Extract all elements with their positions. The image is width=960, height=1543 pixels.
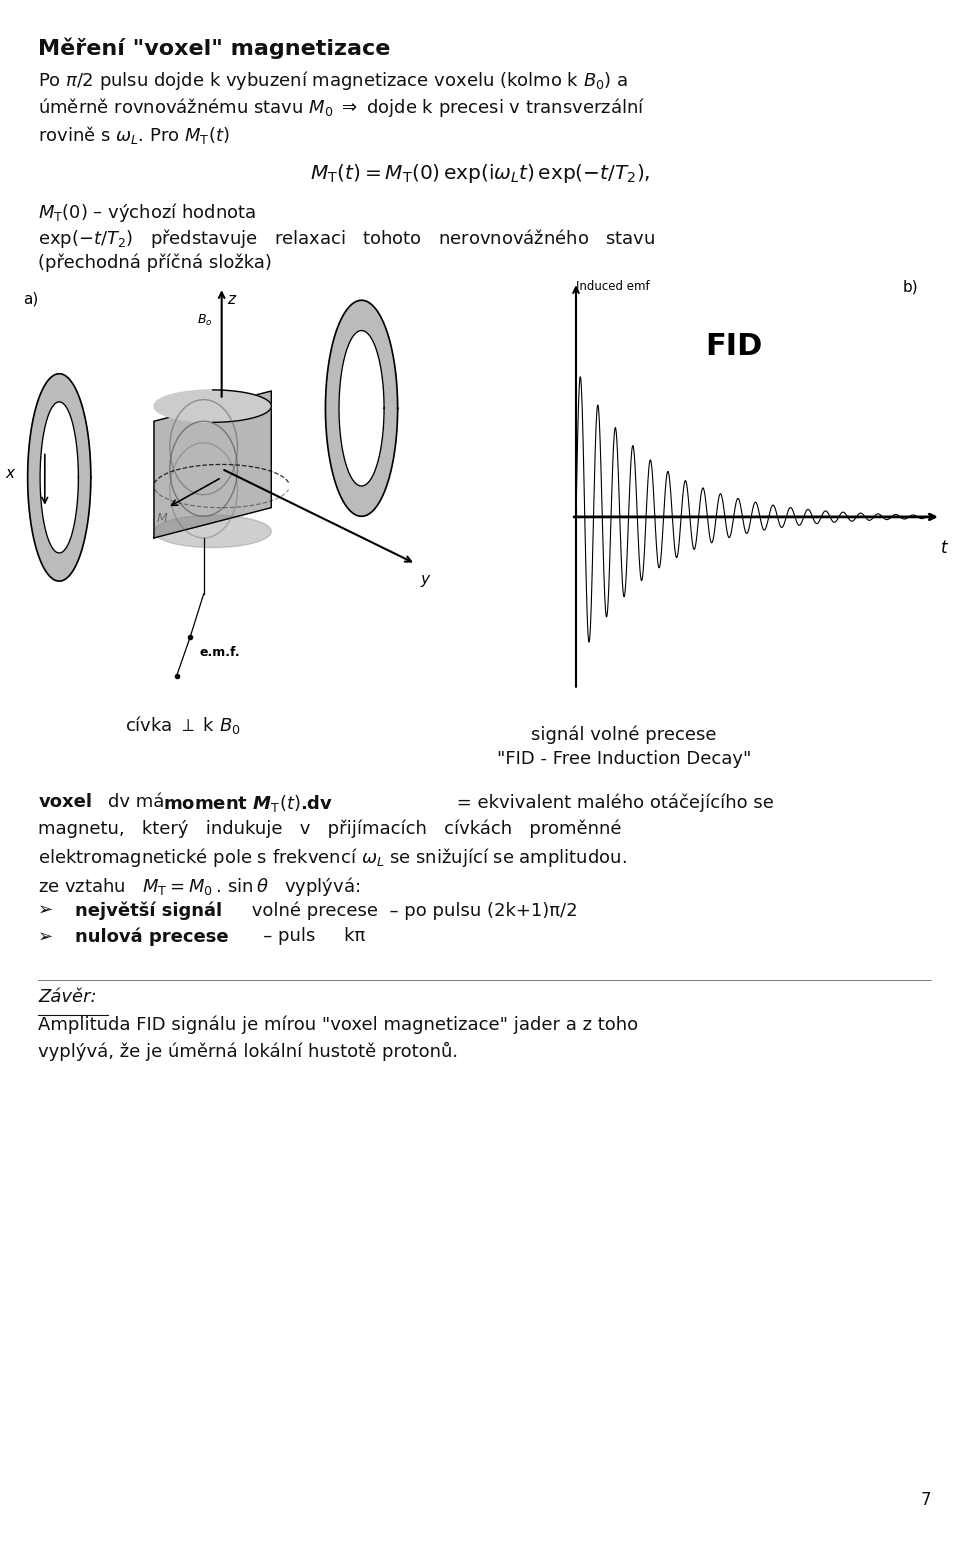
Ellipse shape	[40, 401, 79, 552]
Text: ➢: ➢	[38, 901, 54, 920]
Text: z: z	[228, 292, 235, 307]
Ellipse shape	[154, 515, 272, 548]
Text: elektromagnetické pole s frekvencí $\omega_L$ se snižující se amplitudou.: elektromagnetické pole s frekvencí $\ome…	[38, 846, 628, 869]
Text: cívka $\perp$ k $B_0$: cívka $\perp$ k $B_0$	[125, 714, 240, 736]
Text: signál volné precese: signál volné precese	[531, 725, 717, 744]
Text: M: M	[156, 512, 167, 525]
Ellipse shape	[325, 301, 397, 517]
Text: b): b)	[902, 279, 918, 295]
Text: = ekvivalent malého otáčejícího se: = ekvivalent malého otáčejícího se	[451, 793, 774, 812]
Text: ➢: ➢	[38, 927, 54, 946]
Text: ze vztahu   $M_{\mathrm{T}} = M_0\,.\,\sin\theta$   vyplývá:: ze vztahu $M_{\mathrm{T}} = M_0\,.\,\sin…	[38, 875, 361, 898]
Text: y: y	[420, 572, 429, 588]
Text: FID: FID	[706, 332, 763, 361]
Text: moment $\boldsymbol{M}_{\mathrm{T}}(t)$.dv: moment $\boldsymbol{M}_{\mathrm{T}}(t)$.…	[163, 793, 333, 815]
Text: a): a)	[23, 292, 38, 307]
Ellipse shape	[339, 330, 384, 486]
Text: Induced emf: Induced emf	[576, 279, 650, 293]
Ellipse shape	[28, 373, 91, 582]
Text: Závěr:: Závěr:	[38, 988, 97, 1006]
Polygon shape	[154, 390, 272, 539]
Ellipse shape	[154, 390, 272, 423]
Text: magnetu,   který   indukuje   v   přijímacích   cívkách   proměnné: magnetu, který indukuje v přijímacích cí…	[38, 819, 622, 838]
Text: největší signál: největší signál	[75, 901, 222, 920]
Text: – puls     kπ: – puls kπ	[246, 927, 365, 946]
Text: volné precese  – po pulsu (2k+1)π/2: volné precese – po pulsu (2k+1)π/2	[246, 901, 577, 920]
Text: $M_{\mathrm{T}}(t) = M_{\mathrm{T}}(0)\,\exp(\mathrm{i}\omega_L t)\,\exp(-t/T_2): $M_{\mathrm{T}}(t) = M_{\mathrm{T}}(0)\,…	[310, 162, 650, 185]
Text: Měření "voxel" magnetizace: Měření "voxel" magnetizace	[38, 37, 391, 59]
Text: t: t	[941, 539, 948, 557]
Text: exp$(-t/T_2)$   představuje   relaxaci   tohoto   nerovnovážného   stavu: exp$(-t/T_2)$ představuje relaxaci tohot…	[38, 227, 656, 250]
Text: "FID - Free Induction Decay": "FID - Free Induction Decay"	[497, 750, 751, 768]
Text: nulová precese: nulová precese	[75, 927, 228, 946]
Text: Po $\pi$/2 pulsu dojde k vybuzení magnetizace voxelu (kolmo k $B_0$) a: Po $\pi$/2 pulsu dojde k vybuzení magnet…	[38, 68, 629, 91]
Text: x: x	[5, 466, 14, 480]
Text: (přechodná příčná složka): (přechodná příčná složka)	[38, 253, 273, 272]
Text: 7: 7	[921, 1491, 931, 1509]
Text: Amplituda FID signálu je mírou "voxel magnetizace" jader a z toho: Amplituda FID signálu je mírou "voxel ma…	[38, 1015, 638, 1034]
Text: e.m.f.: e.m.f.	[199, 647, 240, 659]
Text: vyplývá, že je úměrná lokální hustotě protonů.: vyplývá, že je úměrná lokální hustotě pr…	[38, 1042, 459, 1060]
Text: voxel: voxel	[38, 793, 92, 812]
Text: úměrně rovnovážnému stavu $M_0$ $\Rightarrow$ dojde k precesi v transverzální: úměrně rovnovážnému stavu $M_0$ $\Righta…	[38, 96, 645, 119]
Text: $B_o$: $B_o$	[197, 313, 212, 329]
Text: $M_{\mathrm{T}}(0)$ – výchozí hodnota: $M_{\mathrm{T}}(0)$ – výchozí hodnota	[38, 201, 256, 224]
Text: dv má: dv má	[108, 793, 170, 812]
Text: rovině s $\omega_L$. Pro $M_{\mathrm{T}}(t)$: rovině s $\omega_L$. Pro $M_{\mathrm{T}}…	[38, 125, 230, 147]
